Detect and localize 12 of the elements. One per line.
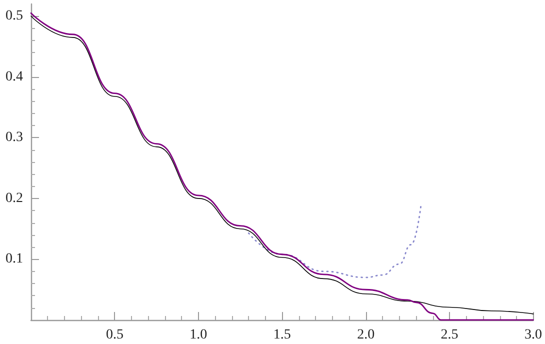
x-tick-label: 2.5	[440, 328, 458, 342]
x-tick-label: 1.0	[190, 328, 208, 342]
x-tick-label: 3.0	[524, 328, 542, 342]
line-series	[248, 204, 422, 278]
y-tick-label: 0.5	[6, 8, 23, 24]
x-tick-label: 0.5	[106, 328, 124, 342]
x-tick-label: 2.0	[357, 328, 375, 342]
y-tick-label: 0.2	[6, 190, 23, 206]
y-tick-label: 0.1	[6, 252, 23, 267]
x-tick-label: 1.5	[273, 328, 291, 342]
y-tick-label: 0.4	[6, 69, 23, 84]
y-tick-label: 0.3	[6, 130, 23, 146]
